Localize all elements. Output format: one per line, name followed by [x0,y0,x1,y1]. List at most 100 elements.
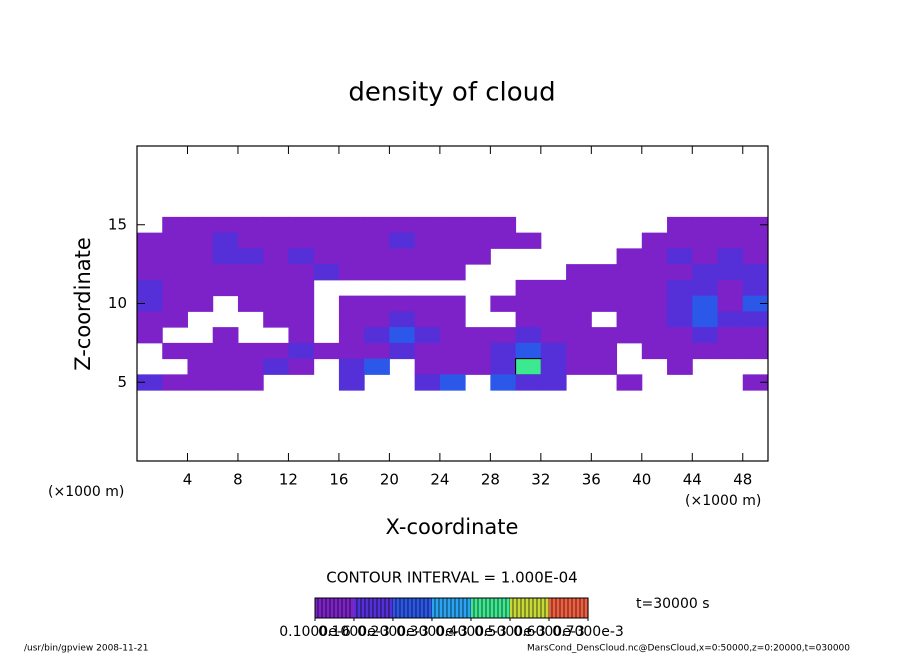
contour-cell [490,216,517,234]
contour-cell [187,248,214,265]
contour-cell [162,295,188,312]
colorbar-label: 0.1000e-3 [318,624,390,640]
contour-cell [162,232,188,249]
contour-cell [414,232,441,249]
contour-cell [490,295,517,312]
contour-cell [591,342,618,360]
x-tick-label: 40 [632,471,651,489]
contour-cell [692,264,719,281]
contour-cell [439,374,466,391]
contour-cell [692,327,719,344]
contour-cell [566,264,592,281]
contour-cell [490,232,517,249]
contour-cell [288,279,315,297]
contour-cell [162,264,188,281]
contour-cell [237,295,264,312]
footer-left: /usr/bin/gpview 2008-11-21 [24,644,148,654]
contour-cell [338,248,365,265]
contour-cell [616,311,643,328]
contour-cell [692,342,719,360]
contour-cell [591,358,618,375]
contour-cell [137,311,163,328]
contour-cell [717,216,744,234]
contour-cell [465,327,491,344]
contour-cell [313,342,340,360]
contour-cell [515,374,542,391]
contour-cell [288,327,315,344]
x-tick-label: 16 [329,471,348,489]
contour-cell [667,232,693,249]
x-tick-label: 28 [481,471,500,489]
contour-cell [566,327,592,344]
colorbar-label: 0.1000e-6 [279,624,351,640]
contour-cell [389,295,416,312]
footer-right: MarsCond_DensCloud.nc@DensCloud,x=0:5000… [527,644,850,654]
contour-cell [667,216,693,234]
contour-cell [465,342,491,360]
contour-cell [616,248,643,265]
colorbar-label: 0.3000e-3 [396,624,468,640]
contour-cell [212,216,239,234]
contour-cell [389,264,416,281]
contour-cell [212,374,239,391]
x-unit: (×1000 m) [685,493,761,509]
contour-cell [515,295,542,312]
contour-cell [338,342,365,360]
contour-cell [515,232,542,249]
contour-cell [414,216,441,234]
contour-cell [566,358,592,375]
contour-cell [187,232,214,249]
contour-cell [137,374,163,391]
y-tick-label: 5 [117,373,127,391]
contour-cell [742,374,769,391]
contour-cell [667,279,693,297]
contour-cell [364,311,390,328]
contour-cell [414,327,441,344]
contour-cell [515,327,542,344]
contour-cell [616,264,643,281]
contour-cell [338,327,365,344]
contour-cell [717,295,744,312]
contour-cell [667,342,693,360]
contour-cell [313,216,340,234]
x-tick-label: 48 [733,471,752,489]
contour-cell [692,248,719,265]
contour-cell [338,295,365,312]
x-tick-label: 20 [380,471,399,489]
contour-cell [263,279,289,297]
contour-cell [389,327,416,344]
contour-cell [591,327,618,344]
contour-cell [667,264,693,281]
contour-cell [414,295,441,312]
colorbar-label: 0.6000e-3 [513,624,585,640]
contour-cell [313,248,340,265]
contour-cell [641,311,668,328]
contour-cell [667,295,693,312]
contour-cell [162,216,188,234]
contour-cell [667,327,693,344]
contour-cell [566,342,592,360]
contour-cell [439,248,466,265]
contour-cell [641,232,668,249]
contour-cell [288,342,315,360]
contour-cell [237,216,264,234]
contour-cell [389,311,416,328]
contour-cell [717,248,744,265]
contour-interval: CONTOUR INTERVAL = 1.000E-04 [326,569,577,587]
contour-cell [237,279,264,297]
contour-cell [212,264,239,281]
contour-cell [162,342,188,360]
contour-cell [237,248,264,265]
contour-cell [591,295,618,312]
contour-cell [742,232,769,249]
time-label: t=30000 s [636,596,710,612]
colorbar-frame [314,597,589,619]
contour-cell [338,232,365,249]
contour-cell [717,279,744,297]
contour-cell [137,232,163,249]
contour-cell [540,327,567,344]
contour-cell [616,374,643,391]
contour-cell [414,342,441,360]
contour-cell [742,342,769,360]
contour-cell [338,216,365,234]
